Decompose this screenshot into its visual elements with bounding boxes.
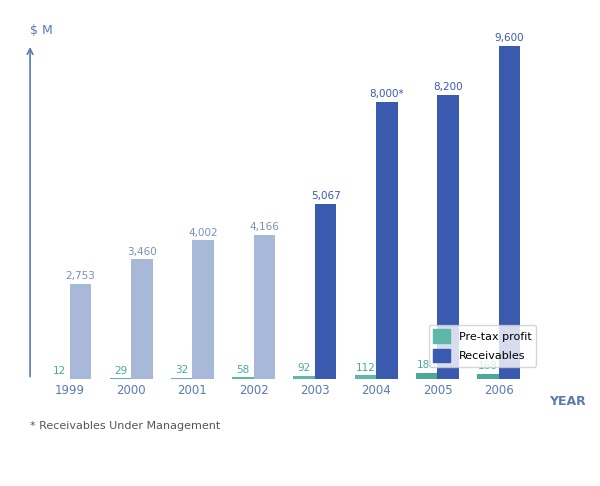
Bar [477,374,499,380]
Bar [254,235,275,380]
Bar [376,102,398,380]
Text: 2,753: 2,753 [65,271,95,281]
Text: 112: 112 [356,363,376,373]
Text: 32: 32 [175,365,188,376]
Text: 92: 92 [298,364,311,373]
Text: 188: 188 [417,360,437,370]
Text: 4,002: 4,002 [188,228,218,238]
Legend: Pre-tax profit, Receivables: Pre-tax profit, Receivables [429,325,536,366]
Bar [232,377,254,380]
Text: * Receivables Under Management: * Receivables Under Management [30,421,220,431]
Text: 12: 12 [53,366,66,376]
Text: 168: 168 [478,361,498,371]
Bar [131,260,152,380]
Bar [499,46,520,380]
Bar [437,95,459,380]
Bar [315,204,337,380]
Bar [355,376,376,380]
Text: 58: 58 [236,364,250,375]
Text: 4,166: 4,166 [250,222,280,232]
Text: YEAR: YEAR [549,395,586,408]
Text: 9,600: 9,600 [494,34,524,43]
Text: 5,067: 5,067 [311,191,341,201]
Bar [110,378,131,380]
Bar [416,373,437,380]
Bar [171,378,193,380]
Text: 8,200: 8,200 [433,82,463,92]
Text: 3,460: 3,460 [127,246,157,257]
Bar [193,241,214,380]
Text: 8,000*: 8,000* [370,89,404,99]
Text: 29: 29 [114,365,127,376]
Text: $ M: $ M [30,24,53,37]
Bar [70,284,91,380]
Bar [293,376,315,380]
